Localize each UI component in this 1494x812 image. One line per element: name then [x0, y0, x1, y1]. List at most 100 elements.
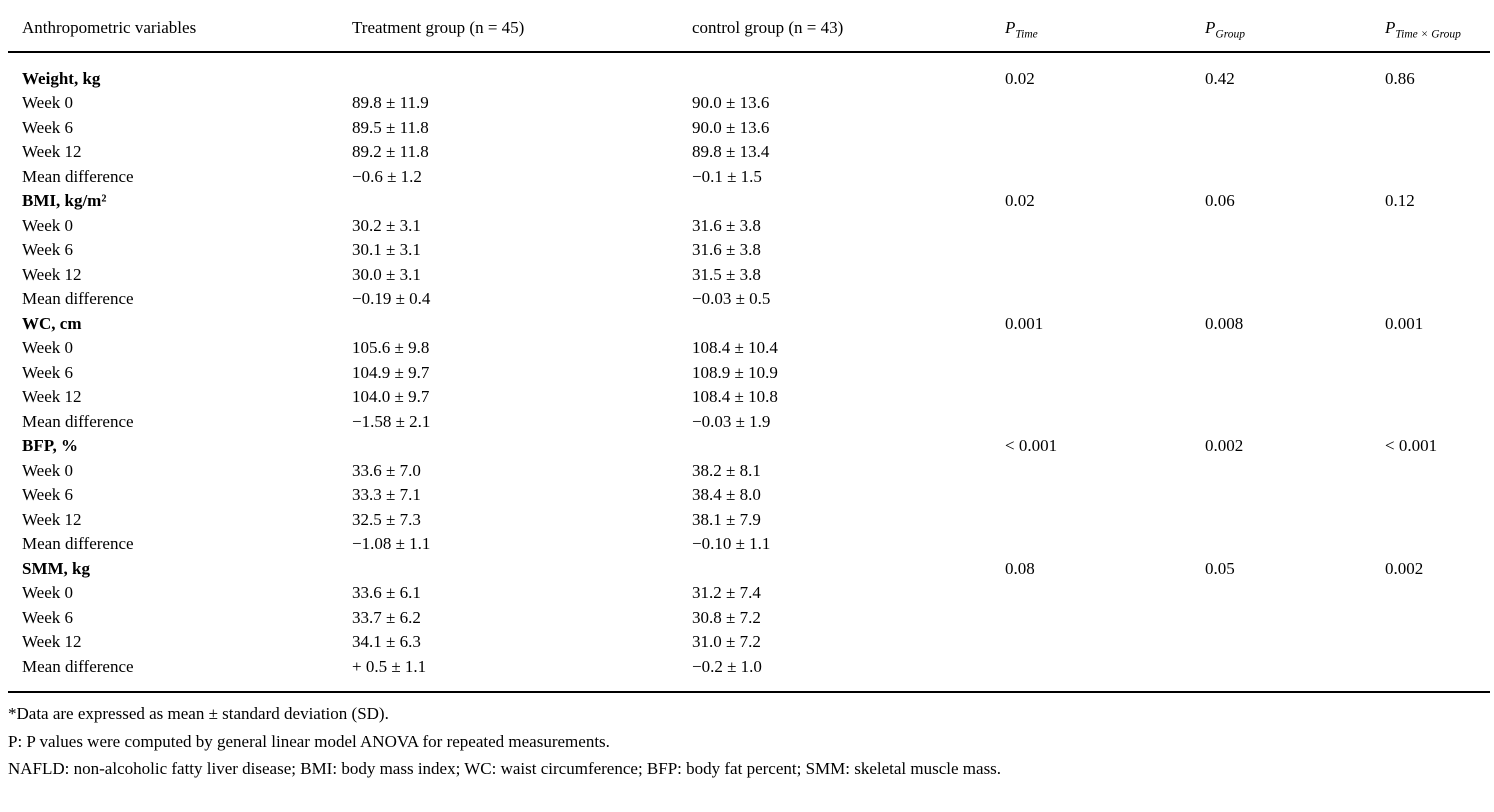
p-group-base: P [1205, 18, 1216, 37]
p-interaction-value-cell [1385, 165, 1490, 190]
p-group-value-cell [1205, 263, 1385, 288]
variable-cell: Week 12 [22, 632, 82, 651]
p-time-value-cell [1005, 116, 1205, 141]
p-time-value-cell [1005, 263, 1205, 288]
table-row: Mean difference + 0.5 ± 1.1 −0.2 ± 1.0 [8, 654, 1490, 693]
treatment-value-cell: −0.6 ± 1.2 [352, 166, 422, 186]
control-value-cell: 90.0 ± 13.6 [692, 117, 770, 137]
p-group-value-cell [1205, 410, 1385, 435]
control-value-cell: 90.0 ± 13.6 [692, 93, 770, 112]
p-time-value-cell [1005, 508, 1205, 533]
footnote-line: *Data are expressed as mean ± standard d… [8, 704, 389, 723]
p-group-value-cell [1205, 214, 1385, 239]
p-interaction-value-cell: < 0.001 [1385, 436, 1438, 455]
p-time-value-cell [1005, 606, 1205, 631]
treatment-value-cell [352, 189, 692, 214]
p-group-subscript: Group [1215, 28, 1245, 41]
p-interaction-base: P [1385, 18, 1396, 37]
p-group-value-cell [1205, 508, 1385, 533]
treatment-value-cell: 30.0 ± 3.1 [352, 264, 421, 284]
table-row: Week 6 33.7 ± 6.2 30.8 ± 7.2 [8, 606, 1490, 631]
p-interaction-value-cell: 0.12 [1385, 191, 1415, 210]
p-interaction-value-cell [1385, 361, 1490, 386]
p-group-value-cell [1205, 459, 1385, 484]
treatment-value-cell: 104.0 ± 9.7 [352, 387, 430, 406]
table-row: Week 12 104.0 ± 9.7 108.4 ± 10.8 [8, 385, 1490, 410]
variable-cell: BFP, % [22, 436, 79, 455]
table-row: Week 0 33.6 ± 7.0 38.2 ± 8.1 [8, 459, 1490, 484]
col-header-variables: Anthropometric variables [8, 16, 352, 53]
p-interaction-value-cell [1385, 385, 1490, 410]
p-interaction-value-cell [1385, 654, 1490, 693]
col-header-p-time-group: PTime × Group [1385, 16, 1490, 53]
variable-cell: Mean difference [8, 654, 352, 693]
p-group-value-cell [1205, 483, 1385, 508]
variable-cell: Week 6 [22, 485, 74, 504]
variable-cell: Week 12 [22, 264, 82, 284]
variable-cell: Mean difference [22, 166, 134, 186]
table-row: WC, cm 0.001 0.008 0.001 [8, 312, 1490, 337]
variable-cell: WC, cm [22, 313, 82, 333]
control-value-cell: 108.4 ± 10.8 [692, 387, 778, 406]
treatment-value-cell: −0.19 ± 0.4 [352, 289, 431, 308]
table-row: Week 6 30.1 ± 3.1 31.6 ± 3.8 [8, 238, 1490, 263]
table-row: Week 12 32.5 ± 7.3 38.1 ± 7.9 [8, 508, 1490, 533]
variable-cell: Week 0 [22, 460, 74, 480]
p-interaction-value-cell [1385, 91, 1490, 116]
p-interaction-value-cell [1385, 287, 1490, 312]
p-group-value-cell [1205, 140, 1385, 165]
p-group-value-cell: 0.008 [1205, 313, 1244, 333]
table-body: Weight, kg 0.02 0.42 0.86 Week 0 89.8 ± 11.9 9… [8, 52, 1490, 693]
p-interaction-value-cell [1385, 532, 1490, 557]
variable-cell: Week 6 [22, 362, 74, 382]
table-row: Mean difference −1.08 ± 1.1 −0.10 ± 1.1 [8, 532, 1490, 557]
p-interaction-value-cell [1385, 606, 1490, 631]
p-group-value-cell [1205, 606, 1385, 631]
variable-cell: Mean difference [22, 289, 134, 308]
p-group-value-cell [1205, 91, 1385, 116]
variable-cell: Week 6 [22, 607, 74, 627]
variable-cell: Week 12 [22, 509, 82, 529]
control-value-cell: 38.1 ± 7.9 [692, 509, 761, 529]
p-time-value-cell: 0.02 [1005, 191, 1035, 210]
treatment-value-cell: 89.2 ± 11.8 [352, 142, 429, 161]
p-time-value-cell [1005, 654, 1205, 693]
treatment-value-cell [352, 312, 692, 337]
control-value-cell [692, 557, 1005, 582]
p-group-value-cell [1205, 654, 1385, 693]
control-value-cell: −0.1 ± 1.5 [692, 166, 762, 186]
p-time-base: P [1005, 18, 1016, 37]
p-interaction-value-cell [1385, 116, 1490, 141]
p-interaction-value-cell [1385, 483, 1490, 508]
p-group-value-cell [1205, 581, 1385, 606]
p-group-value-cell [1205, 238, 1385, 263]
p-time-value-cell [1005, 410, 1205, 435]
control-value-cell: 31.6 ± 3.8 [692, 240, 761, 259]
p-group-value-cell: 0.002 [1205, 436, 1244, 455]
p-time-value-cell: 0.001 [1005, 313, 1044, 333]
treatment-value-cell [352, 434, 692, 459]
table-row: Week 6 104.9 ± 9.7 108.9 ± 10.9 [8, 361, 1490, 386]
table-row: Week 6 33.3 ± 7.1 38.4 ± 8.0 [8, 483, 1490, 508]
treatment-value-cell: 30.1 ± 3.1 [352, 240, 421, 259]
p-group-value-cell [1205, 116, 1385, 141]
treatment-value-cell: 32.5 ± 7.3 [352, 509, 421, 529]
footnote-line: NAFLD: non-alcoholic fatty liver disease… [8, 759, 1002, 778]
p-group-value-cell: 0.06 [1205, 191, 1235, 210]
variable-cell: SMM, kg [22, 558, 90, 578]
footnotes: *Data are expressed as mean ± standard d… [8, 700, 1490, 783]
p-time-value-cell [1005, 165, 1205, 190]
table-row: Week 6 89.5 ± 11.8 90.0 ± 13.6 [8, 116, 1490, 141]
p-interaction-value-cell [1385, 263, 1490, 288]
table-row: Weight, kg 0.02 0.42 0.86 [8, 52, 1490, 92]
control-value-cell: 31.2 ± 7.4 [692, 583, 761, 602]
p-time-value-cell [1005, 532, 1205, 557]
p-time-subscript: Time [1015, 28, 1038, 41]
control-value-cell: 108.4 ± 10.4 [692, 338, 778, 357]
p-group-value-cell [1205, 165, 1385, 190]
variable-cell: Mean difference [22, 534, 134, 553]
p-time-value-cell [1005, 459, 1205, 484]
variable-cell: Mean difference [22, 411, 134, 431]
p-time-value-cell [1005, 91, 1205, 116]
table-row: Mean difference −0.6 ± 1.2 −0.1 ± 1.5 [8, 165, 1490, 190]
